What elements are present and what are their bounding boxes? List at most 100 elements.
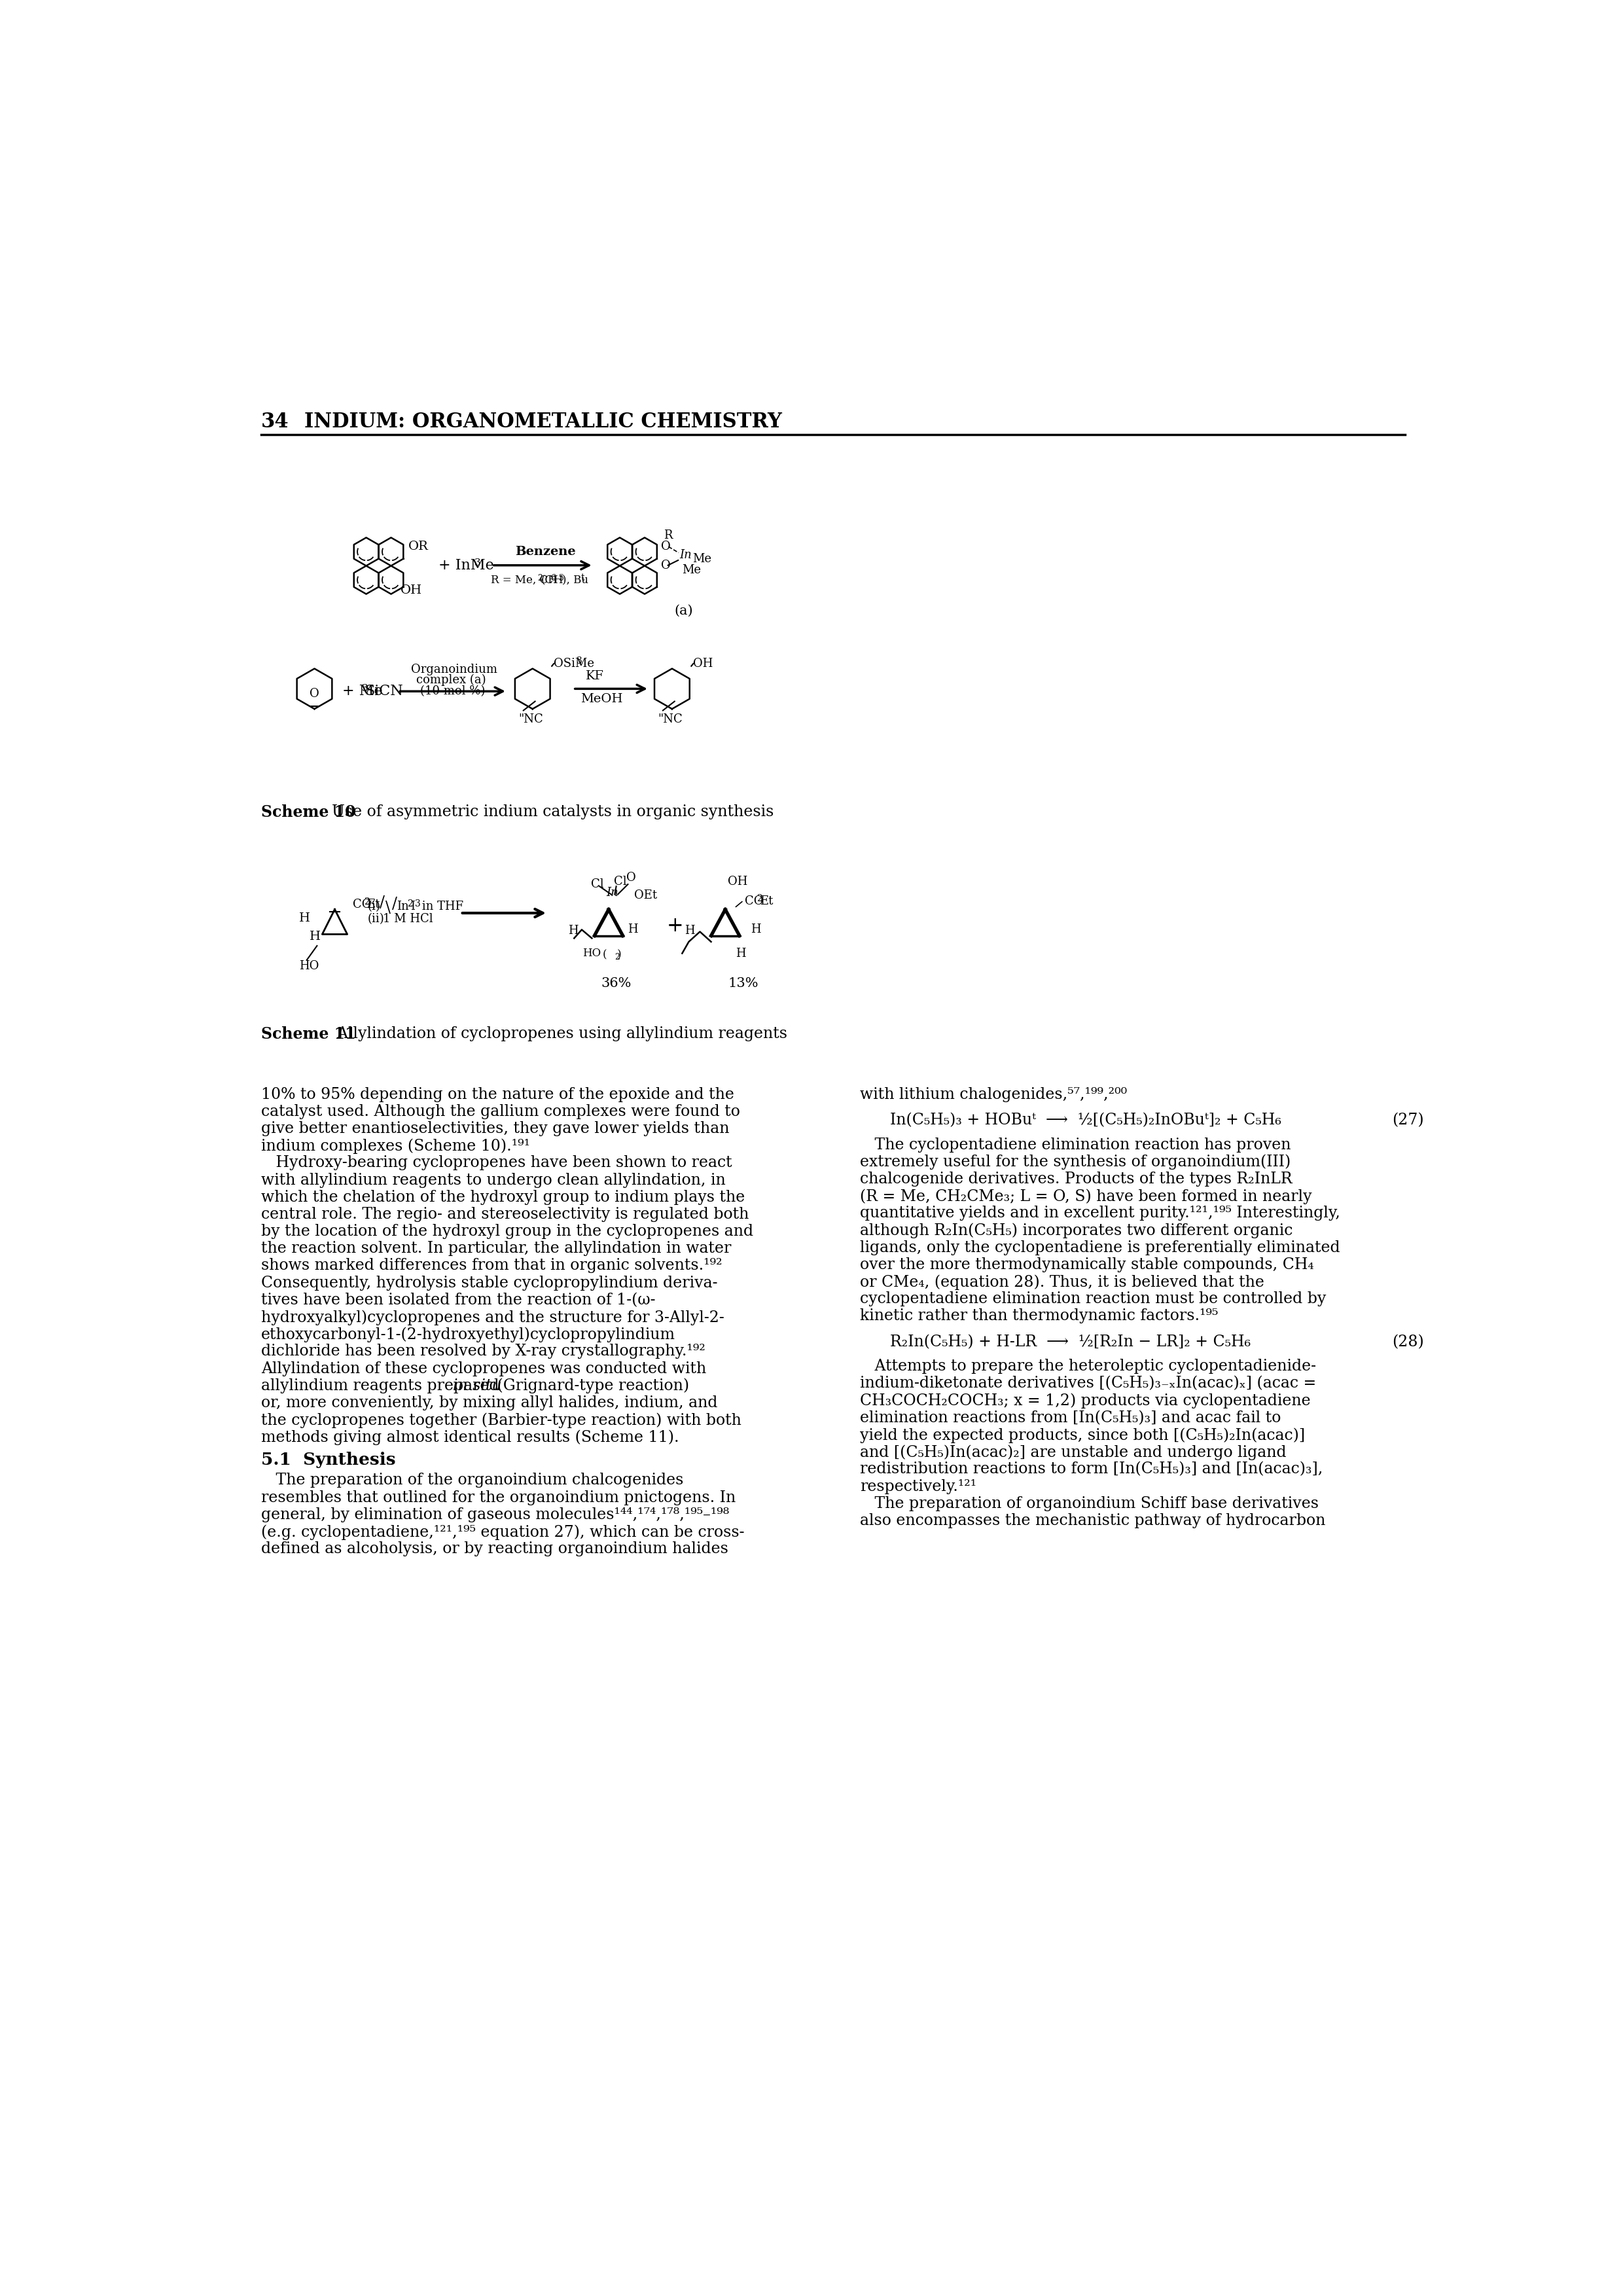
Text: 1 M HCl: 1 M HCl	[383, 914, 433, 925]
Text: complex (a): complex (a)	[415, 673, 485, 687]
Text: "NC: "NC	[657, 714, 683, 726]
Text: also encompasses the mechanistic pathway of hydrocarbon: also encompasses the mechanistic pathway…	[860, 1513, 1326, 1529]
Text: or, more conveniently, by mixing allyl halides, indium, and: or, more conveniently, by mixing allyl h…	[261, 1396, 717, 1410]
Text: (28): (28)	[1393, 1334, 1423, 1350]
Text: 5.1  Synthesis: 5.1 Synthesis	[261, 1451, 396, 1467]
Text: Cl: Cl	[591, 879, 604, 891]
Text: OH: OH	[727, 875, 748, 886]
Text: H: H	[299, 912, 310, 923]
Text: "NC: "NC	[518, 714, 544, 726]
Text: 3: 3	[576, 657, 583, 666]
Text: extremely useful for the synthesis of organoindium(III): extremely useful for the synthesis of or…	[860, 1155, 1290, 1171]
Text: In: In	[605, 886, 618, 898]
Text: indium-diketonate derivatives [(C₅H₅)₃₋ₓIn(acac)ₓ] (acac =: indium-diketonate derivatives [(C₅H₅)₃₋ₓ…	[860, 1375, 1316, 1391]
Text: KF: KF	[586, 670, 604, 682]
Text: Cl: Cl	[613, 875, 626, 886]
Text: give better enantioselectivities, they gave lower yields than: give better enantioselectivities, they g…	[261, 1120, 729, 1137]
Text: + InMe: + InMe	[438, 558, 493, 572]
Text: R: R	[664, 528, 672, 542]
Text: Allylindation of cyclopropenes using allylindium reagents: Allylindation of cyclopropenes using all…	[328, 1026, 787, 1042]
Text: defined as alcoholysis, or by reacting organoindium halides: defined as alcoholysis, or by reacting o…	[261, 1541, 729, 1557]
Text: CO: CO	[352, 898, 372, 909]
Text: 3: 3	[474, 558, 480, 567]
Text: H: H	[628, 923, 638, 934]
Text: In: In	[680, 549, 691, 560]
Text: /: /	[393, 895, 398, 912]
Text: dichloride has been resolved by X-ray crystallography.¹⁹²: dichloride has been resolved by X-ray cr…	[261, 1343, 706, 1359]
Text: 36%: 36%	[601, 978, 631, 990]
Text: quantitative yields and in excellent purity.¹²¹,¹⁹⁵ Interestingly,: quantitative yields and in excellent pur…	[860, 1205, 1341, 1221]
Text: 3: 3	[362, 684, 368, 693]
Text: in situ: in situ	[453, 1378, 502, 1394]
Text: HO: HO	[299, 960, 320, 971]
Text: The preparation of the organoindium chalcogenides: The preparation of the organoindium chal…	[261, 1474, 683, 1488]
Text: over the more thermodynamically stable compounds, CH₄: over the more thermodynamically stable c…	[860, 1258, 1313, 1272]
Text: Use of asymmetric indium catalysts in organic synthesis: Use of asymmetric indium catalysts in or…	[321, 804, 774, 820]
Text: (a): (a)	[675, 604, 693, 618]
Text: + Me: + Me	[342, 684, 383, 698]
Text: general, by elimination of gaseous molecules¹⁴⁴,¹⁷⁴,¹⁷⁸,¹⁹⁵–¹⁹⁸: general, by elimination of gaseous molec…	[261, 1506, 729, 1522]
Text: (R = Me, CH₂CMe₃; L = O, S) have been formed in nearly: (R = Me, CH₂CMe₃; L = O, S) have been fo…	[860, 1189, 1311, 1203]
Text: HO: HO	[583, 948, 601, 960]
Text: 2: 2	[756, 895, 763, 905]
Text: with allylindium reagents to undergo clean allylindation, in: with allylindium reagents to undergo cle…	[261, 1173, 725, 1187]
Text: SiCN: SiCN	[365, 684, 403, 698]
Text: catalyst used. Although the gallium complexes were found to: catalyst used. Although the gallium comp…	[261, 1104, 740, 1118]
Text: in THF: in THF	[419, 900, 463, 912]
Text: Hydroxy-bearing cyclopropenes have been shown to react: Hydroxy-bearing cyclopropenes have been …	[261, 1155, 732, 1171]
Text: 3: 3	[415, 900, 420, 909]
Text: Scheme 11: Scheme 11	[261, 1026, 355, 1042]
Text: 2: 2	[537, 574, 542, 583]
Text: (ii): (ii)	[368, 914, 385, 925]
Text: O: O	[310, 689, 320, 700]
Text: H: H	[310, 930, 320, 944]
Text: ligands, only the cyclopentadiene is preferentially eliminated: ligands, only the cyclopentadiene is pre…	[860, 1240, 1341, 1256]
Text: H: H	[735, 948, 745, 960]
Text: In(C₅H₅)₃ + HOBuᵗ  ⟶  ½[(C₅H₅)₂InOBuᵗ]₂ + C₅H₆: In(C₅H₅)₃ + HOBuᵗ ⟶ ½[(C₅H₅)₂InOBuᵗ]₂ + …	[889, 1114, 1282, 1127]
Text: O: O	[661, 542, 670, 553]
Text: elimination reactions from [In(C₅H₅)₃] and acac fail to: elimination reactions from [In(C₅H₅)₃] a…	[860, 1410, 1281, 1426]
Text: OR: OR	[409, 542, 428, 553]
Text: (   ): ( )	[602, 948, 622, 960]
Text: Me: Me	[693, 553, 711, 565]
Text: 10% to 95% depending on the nature of the epoxide and the: 10% to 95% depending on the nature of th…	[261, 1086, 734, 1102]
Text: the reaction solvent. In particular, the allylindation in water: the reaction solvent. In particular, the…	[261, 1242, 732, 1256]
Text: 34: 34	[261, 411, 289, 432]
Text: 2: 2	[615, 953, 620, 962]
Text: by the location of the hydroxyl group in the cyclopropenes and: by the location of the hydroxyl group in…	[261, 1224, 753, 1240]
Text: Allylindation of these cyclopropenes was conducted with: Allylindation of these cyclopropenes was…	[261, 1362, 706, 1375]
Text: Benzene: Benzene	[514, 546, 576, 558]
Text: although R₂In(C₅H₅) incorporates two different organic: although R₂In(C₅H₅) incorporates two dif…	[860, 1224, 1292, 1238]
Text: tives have been isolated from the reaction of 1-(ω-: tives have been isolated from the reacti…	[261, 1293, 656, 1309]
Text: Attempts to prepare the heteroleptic cyclopentadienide-: Attempts to prepare the heteroleptic cyc…	[860, 1359, 1316, 1373]
Text: 6: 6	[550, 574, 555, 583]
Text: kinetic rather than thermodynamic factors.¹⁹⁵: kinetic rather than thermodynamic factor…	[860, 1309, 1217, 1325]
Text: R₂In(C₅H₅) + H-LR  ⟶  ½[R₂In − LR]₂ + C₅H₆: R₂In(C₅H₅) + H-LR ⟶ ½[R₂In − LR]₂ + C₅H₆	[889, 1334, 1251, 1350]
Text: resembles that outlined for the organoindium pnictogens. In: resembles that outlined for the organoin…	[261, 1490, 735, 1506]
Text: central role. The regio- and stereoselectivity is regulated both: central role. The regio- and stereoselec…	[261, 1208, 748, 1221]
Text: Scheme 10: Scheme 10	[261, 804, 355, 820]
Text: 2: 2	[364, 898, 370, 907]
Text: which the chelation of the hydroxyl group to indium plays the: which the chelation of the hydroxyl grou…	[261, 1189, 745, 1205]
Text: CH₃COCH₂COCH₃; x = 1,2) products via cyclopentadiene: CH₃COCH₂COCH₃; x = 1,2) products via cyc…	[860, 1394, 1310, 1410]
Text: The cyclopentadiene elimination reaction has proven: The cyclopentadiene elimination reaction…	[860, 1137, 1290, 1153]
Text: 2: 2	[407, 900, 412, 909]
Text: 5: 5	[558, 574, 565, 583]
Text: ), Bu: ), Bu	[562, 574, 588, 585]
Text: Organoindium: Organoindium	[411, 664, 497, 675]
Text: I: I	[411, 900, 415, 912]
Text: (10 mol %): (10 mol %)	[420, 687, 485, 698]
Text: CO: CO	[745, 895, 763, 907]
Text: t: t	[581, 574, 584, 583]
Text: or CMe₄, (equation 28). Thus, it is believed that the: or CMe₄, (equation 28). Thus, it is beli…	[860, 1274, 1264, 1290]
Text: H: H	[568, 925, 578, 937]
Text: ethoxycarbonyl-1-(2-hydroxyethyl)cyclopropylindium: ethoxycarbonyl-1-(2-hydroxyethyl)cyclopr…	[261, 1327, 675, 1343]
Text: methods giving almost identical results (Scheme 11).: methods giving almost identical results …	[261, 1430, 678, 1444]
Text: H: H	[685, 925, 695, 937]
Text: 13%: 13%	[727, 978, 758, 990]
Text: Me: Me	[682, 565, 701, 576]
Text: (27): (27)	[1393, 1114, 1423, 1127]
Text: (e.g. cyclopentadiene,¹²¹,¹⁹⁵ equation 27), which can be cross-: (e.g. cyclopentadiene,¹²¹,¹⁹⁵ equation 2…	[261, 1525, 745, 1541]
Text: the cyclopropenes together (Barbier-type reaction) with both: the cyclopropenes together (Barbier-type…	[261, 1412, 742, 1428]
Text: MeOH: MeOH	[581, 693, 623, 705]
